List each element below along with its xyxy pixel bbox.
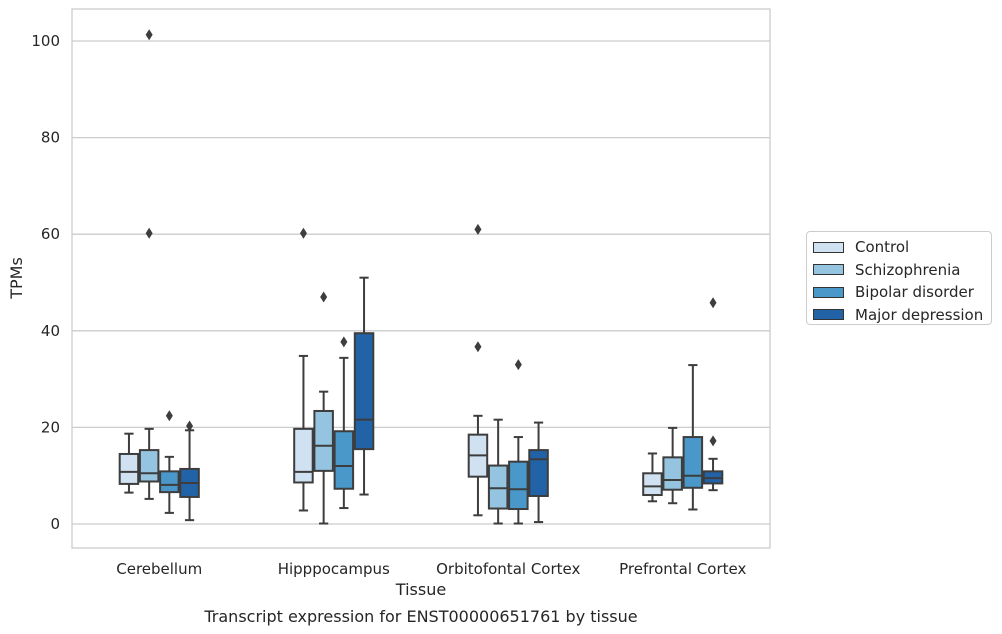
box-2-1 <box>333 336 355 510</box>
box-1-2 <box>487 418 509 525</box>
box-2-2 <box>508 359 529 525</box>
outlier-point <box>299 227 307 239</box>
outlier-point <box>165 410 173 422</box>
iqr-box <box>528 449 549 497</box>
x-tick-labels: Cerebellum Hipppocampus Orbitofontal Corte… <box>116 560 746 578</box>
iqr-box <box>138 449 160 483</box>
outlier-point <box>514 359 522 371</box>
legend-label: Schizophrenia <box>855 260 961 279</box>
iqr-box <box>642 472 663 497</box>
x-tick-label: Cerebellum <box>116 560 202 578</box>
legend-swatch <box>813 286 844 298</box>
y-tick-label: 20 <box>41 418 60 436</box>
gridlines <box>72 40 770 525</box>
y-tick-label: 100 <box>31 32 60 50</box>
box-0-3 <box>642 452 663 503</box>
iqr-box <box>159 470 180 494</box>
box-2-0 <box>159 410 180 514</box>
outlier-point <box>145 29 153 41</box>
y-axis-label: TPMs <box>7 257 26 300</box>
iqr-box <box>118 452 140 485</box>
y-tick-label: 0 <box>50 515 60 533</box>
box-0-0 <box>118 432 140 494</box>
box-3-1 <box>353 276 375 496</box>
outlier-point <box>474 341 482 353</box>
box-1-3 <box>662 426 683 505</box>
iqr-box <box>333 430 355 490</box>
legend-swatch <box>813 241 844 253</box>
x-tick-label: Hipppocampus <box>278 560 390 578</box>
iqr-box <box>293 427 314 484</box>
legend-swatch <box>813 309 844 321</box>
y-tick-label: 40 <box>41 322 60 340</box>
legend-item: Bipolar disorder <box>813 281 991 304</box>
outlier-point <box>474 223 482 235</box>
box-groups <box>118 29 724 525</box>
outlier-point <box>186 420 194 432</box>
iqr-box <box>682 436 704 489</box>
legend-label: Control <box>855 238 910 257</box>
box-3-0 <box>179 420 200 522</box>
box-0-1 <box>293 227 314 512</box>
box-2-3 <box>682 364 704 511</box>
legend: Control Schizophrenia Bipolar disorder Majo… <box>806 231 992 325</box>
legend-swatch <box>813 264 844 276</box>
chart-caption: Transcript expression for ENST0000065176… <box>203 607 637 626</box>
box-0-2 <box>467 223 489 517</box>
y-tick-labels: 0 20 40 60 80 100 <box>31 32 60 533</box>
legend-label: Major depression <box>855 305 984 324</box>
x-axis-label: Tissue <box>395 580 446 599</box>
iqr-box <box>487 464 509 510</box>
box-3-2 <box>528 421 549 524</box>
outlier-point <box>145 227 153 239</box>
box-1-0 <box>138 29 160 500</box>
legend-item: Control <box>813 236 991 259</box>
plot-frame <box>71 8 771 549</box>
legend-item: Schizophrenia <box>813 259 991 282</box>
legend-item: Major depression <box>813 304 991 327</box>
outlier-point <box>709 297 717 309</box>
y-tick-label: 80 <box>41 129 60 147</box>
box-1-1 <box>313 291 334 525</box>
iqr-box <box>508 460 529 511</box>
outlier-point <box>320 291 328 303</box>
iqr-box <box>353 332 375 451</box>
y-tick-label: 60 <box>41 225 60 243</box>
outlier-point <box>709 435 717 447</box>
iqr-box <box>313 409 334 472</box>
x-tick-label: Prefrontal Cortex <box>619 560 746 578</box>
box-3-3 <box>702 297 724 492</box>
iqr-box <box>662 456 683 491</box>
x-tick-label: Orbitofontal Cortex <box>436 560 580 578</box>
legend-label: Bipolar disorder <box>855 283 974 302</box>
outlier-point <box>340 336 348 348</box>
